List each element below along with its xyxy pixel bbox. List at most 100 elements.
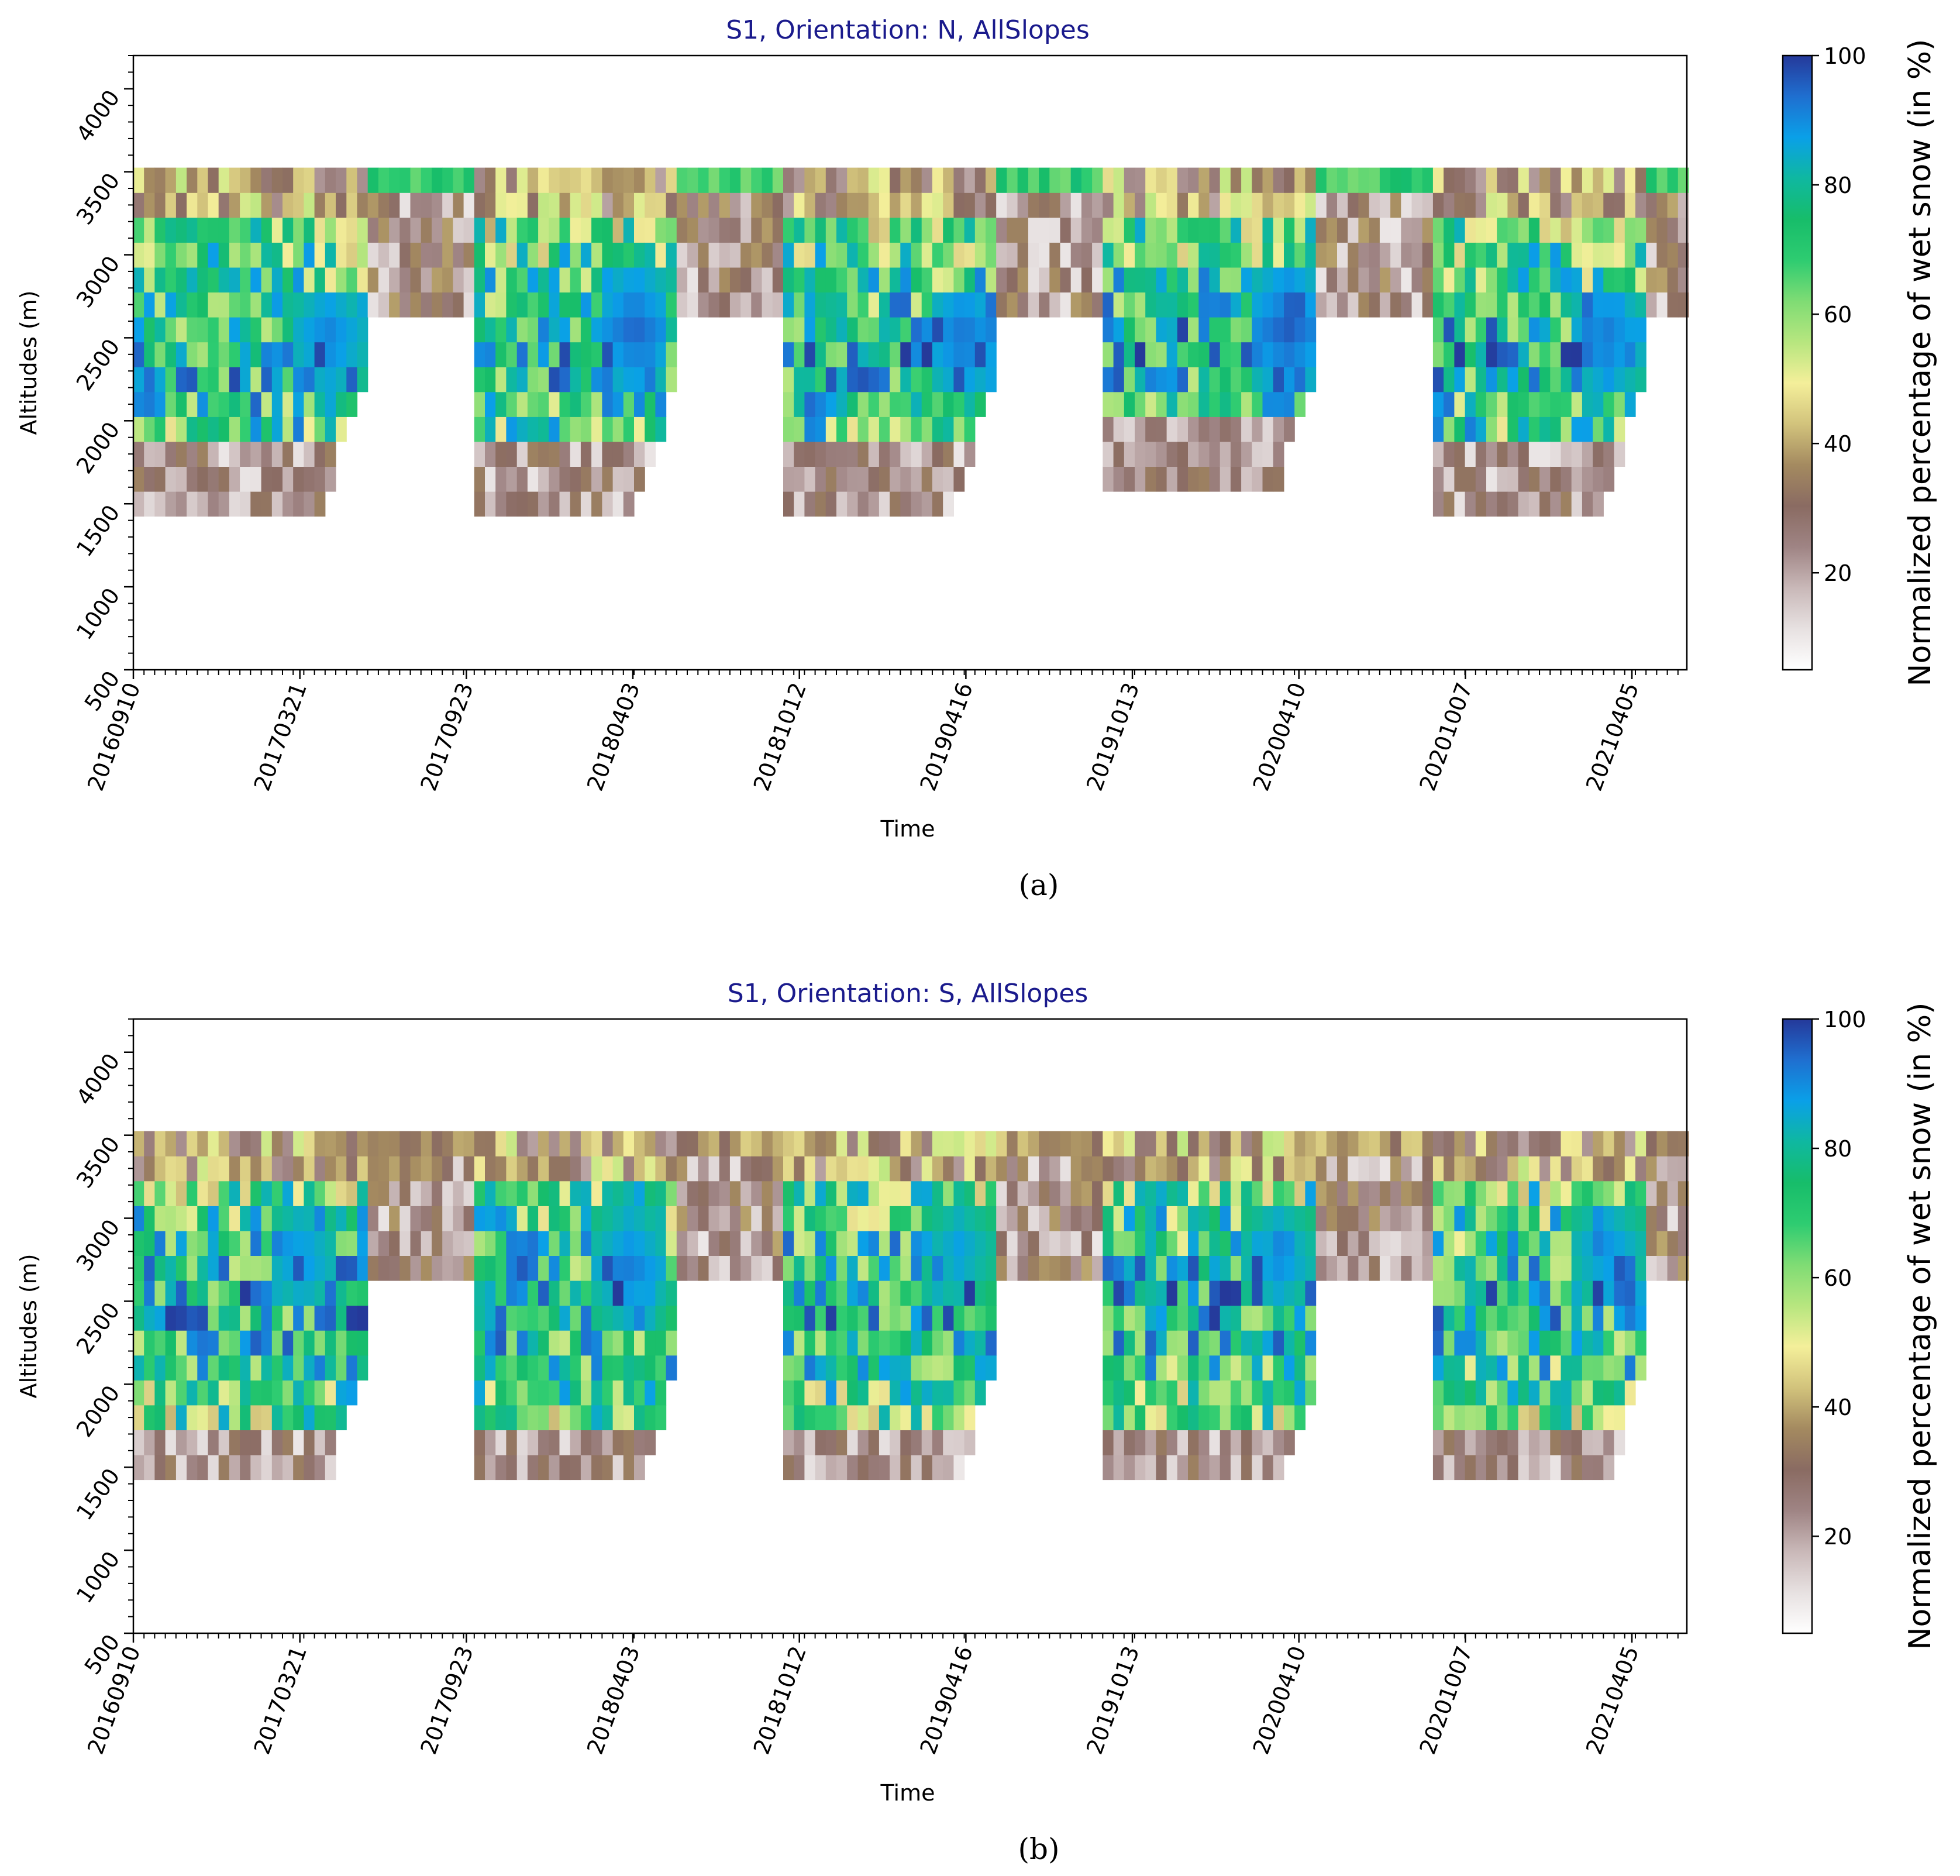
heatmap-cell xyxy=(602,242,614,268)
heatmap-cell xyxy=(1465,292,1476,318)
heatmap-cell xyxy=(1241,342,1252,367)
heatmap-cell xyxy=(1135,267,1146,292)
panel-caption: (b) xyxy=(1018,1832,1059,1866)
heatmap-cell xyxy=(1507,217,1519,243)
heatmap-cell xyxy=(708,217,720,243)
heatmap-cell xyxy=(1539,1255,1551,1281)
heatmap-cell xyxy=(165,1355,177,1381)
heatmap-cell xyxy=(187,192,198,218)
heatmap-cell xyxy=(825,317,837,343)
heatmap-cell xyxy=(144,1180,155,1206)
heatmap-cell xyxy=(1103,1131,1114,1156)
heatmap-cell xyxy=(1220,1131,1231,1156)
heatmap-cell xyxy=(591,1380,602,1406)
heatmap-cell xyxy=(1273,1430,1284,1455)
heatmap-cell xyxy=(154,416,166,442)
heatmap-cell xyxy=(1348,1156,1359,1182)
heatmap-cell xyxy=(283,1156,294,1182)
heatmap-cell xyxy=(1358,1206,1370,1231)
heatmap-cell xyxy=(964,1380,976,1406)
heatmap-cell xyxy=(293,1305,304,1331)
heatmap-cell xyxy=(516,1206,528,1231)
heatmap-cell xyxy=(943,267,954,292)
heatmap-cell xyxy=(1241,267,1252,292)
heatmap-cell xyxy=(208,167,219,193)
heatmap-cell xyxy=(772,1156,784,1182)
heatmap-cell xyxy=(1582,1255,1593,1281)
heatmap-cell xyxy=(1358,1230,1370,1256)
heatmap-cell xyxy=(953,192,965,218)
heatmap-cell xyxy=(165,1180,177,1206)
heatmap-cell xyxy=(1188,466,1199,492)
heatmap-cell xyxy=(1369,1255,1380,1281)
heatmap-cell xyxy=(1060,167,1072,193)
heatmap-cell xyxy=(580,416,592,442)
heatmap-cell xyxy=(133,1156,144,1182)
heatmap-cell xyxy=(1273,1355,1284,1381)
heatmap-cell xyxy=(1049,267,1061,292)
heatmap-cell xyxy=(1582,317,1593,343)
heatmap-cell xyxy=(229,1355,240,1381)
heatmap-cell xyxy=(271,1355,283,1381)
heatmap-cell xyxy=(197,1156,209,1182)
heatmap-cell xyxy=(1614,1405,1625,1430)
heatmap-cell xyxy=(932,1305,943,1331)
heatmap-cell xyxy=(1379,1131,1391,1156)
heatmap-cell xyxy=(1603,192,1615,218)
heatmap-cell xyxy=(1454,242,1466,268)
heatmap-cell xyxy=(261,167,273,193)
heatmap-cell xyxy=(357,217,368,243)
heatmap-cell xyxy=(314,1330,326,1356)
heatmap-cell xyxy=(432,1255,443,1281)
heatmap-cell xyxy=(580,242,592,268)
heatmap-cell xyxy=(1486,1131,1497,1156)
heatmap-cell xyxy=(261,391,273,417)
heatmap-cell xyxy=(964,1131,976,1156)
heatmap-cell xyxy=(612,1430,624,1455)
heatmap-cell xyxy=(1209,416,1221,442)
heatmap-cell xyxy=(729,267,741,292)
heatmap-cell xyxy=(432,1180,443,1206)
heatmap-cell xyxy=(580,466,592,492)
heatmap-cell xyxy=(1528,1355,1540,1381)
heatmap-cell xyxy=(1667,217,1679,243)
heatmap-cell xyxy=(1614,1206,1625,1231)
heatmap-cell xyxy=(325,466,336,492)
heatmap-cell xyxy=(1166,192,1178,218)
heatmap-cell xyxy=(634,367,645,393)
heatmap-cell xyxy=(1230,167,1242,193)
heatmap-cell xyxy=(591,466,602,492)
heatmap-cell xyxy=(474,391,485,417)
heatmap-cell xyxy=(698,1156,709,1182)
heatmap-cell xyxy=(165,292,177,318)
heatmap-cell xyxy=(847,242,858,268)
heatmap-cell xyxy=(1039,1206,1050,1231)
heatmap-cell xyxy=(1188,1355,1199,1381)
heatmap-cell xyxy=(1432,1281,1444,1306)
heatmap-cell xyxy=(804,466,816,492)
heatmap-cell xyxy=(1209,1230,1221,1256)
heatmap-cell xyxy=(1379,1255,1391,1281)
heatmap-cell xyxy=(144,1281,155,1306)
heatmap-cell xyxy=(516,1255,528,1281)
heatmap-cell xyxy=(1348,1180,1359,1206)
heatmap-cell xyxy=(1528,192,1540,218)
heatmap-cell xyxy=(538,1281,549,1306)
heatmap-cell xyxy=(399,1131,411,1156)
heatmap-cell xyxy=(1497,242,1508,268)
heatmap-cell xyxy=(495,491,507,517)
heatmap-cell xyxy=(527,1230,539,1256)
heatmap-cell xyxy=(1241,1180,1252,1206)
heatmap-cell xyxy=(847,1206,858,1231)
heatmap-cell xyxy=(1667,1180,1679,1206)
heatmap-cell xyxy=(634,267,645,292)
heatmap-cell xyxy=(506,466,518,492)
heatmap-cell xyxy=(1315,267,1327,292)
heatmap-cell xyxy=(421,1156,432,1182)
heatmap-cell xyxy=(271,242,283,268)
heatmap-cell xyxy=(1454,192,1466,218)
heatmap-cell xyxy=(1635,1255,1646,1281)
heatmap-cell xyxy=(974,1180,986,1206)
heatmap-cell xyxy=(655,192,667,218)
heatmap-cell xyxy=(1528,242,1540,268)
